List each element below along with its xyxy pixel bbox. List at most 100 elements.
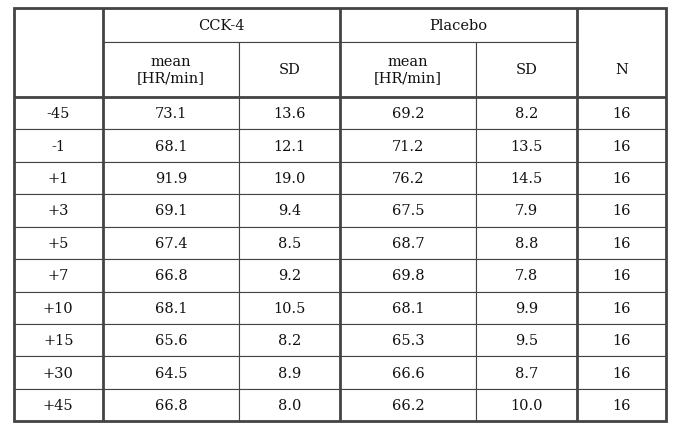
Text: Placebo: Placebo xyxy=(430,19,488,33)
Text: 9.2: 9.2 xyxy=(278,269,301,283)
Bar xyxy=(577,130,666,163)
Text: 16: 16 xyxy=(613,366,631,380)
Bar xyxy=(340,227,476,260)
Text: 68.1: 68.1 xyxy=(155,139,187,153)
Text: CCK-4: CCK-4 xyxy=(199,19,245,33)
Bar xyxy=(577,292,666,324)
Bar xyxy=(14,324,103,356)
Bar xyxy=(577,163,666,195)
Bar xyxy=(239,389,340,421)
Text: 67.5: 67.5 xyxy=(392,204,424,218)
Bar xyxy=(476,130,577,163)
Bar xyxy=(103,389,239,421)
Text: 69.2: 69.2 xyxy=(392,107,424,121)
Bar xyxy=(476,260,577,292)
Text: 69.1: 69.1 xyxy=(155,204,187,218)
Bar xyxy=(103,43,239,98)
Bar xyxy=(577,389,666,421)
Bar xyxy=(577,260,666,292)
Bar xyxy=(14,130,103,163)
Bar xyxy=(103,98,239,130)
Bar xyxy=(14,356,103,389)
Bar xyxy=(239,130,340,163)
Text: +7: +7 xyxy=(48,269,69,283)
Text: 16: 16 xyxy=(613,269,631,283)
Text: 8.5: 8.5 xyxy=(278,237,301,250)
Bar xyxy=(476,292,577,324)
Text: 8.9: 8.9 xyxy=(278,366,301,380)
Text: 65.6: 65.6 xyxy=(154,334,187,347)
Bar xyxy=(239,195,340,227)
Bar xyxy=(14,227,103,260)
Bar xyxy=(14,389,103,421)
Text: 8.2: 8.2 xyxy=(515,107,538,121)
Text: 64.5: 64.5 xyxy=(155,366,187,380)
Text: 14.5: 14.5 xyxy=(511,172,543,186)
Text: +45: +45 xyxy=(43,398,73,412)
Text: 10.5: 10.5 xyxy=(273,301,306,315)
Text: SD: SD xyxy=(515,63,537,77)
Text: 68.1: 68.1 xyxy=(155,301,187,315)
Bar xyxy=(340,195,476,227)
Text: +15: +15 xyxy=(43,334,73,347)
Text: 68.7: 68.7 xyxy=(392,237,424,250)
Bar xyxy=(14,195,103,227)
Text: SD: SD xyxy=(279,63,301,77)
Text: 10.0: 10.0 xyxy=(510,398,543,412)
Bar xyxy=(476,98,577,130)
Bar xyxy=(103,324,239,356)
Text: 13.6: 13.6 xyxy=(273,107,306,121)
Text: 8.2: 8.2 xyxy=(278,334,301,347)
Bar xyxy=(340,130,476,163)
Text: 66.6: 66.6 xyxy=(392,366,424,380)
Text: 91.9: 91.9 xyxy=(155,172,187,186)
Text: 67.4: 67.4 xyxy=(155,237,187,250)
Text: 16: 16 xyxy=(613,139,631,153)
Text: +30: +30 xyxy=(43,366,73,380)
Text: +3: +3 xyxy=(48,204,69,218)
Bar xyxy=(14,163,103,195)
Bar xyxy=(476,195,577,227)
Text: 9.4: 9.4 xyxy=(278,204,301,218)
Bar xyxy=(14,9,103,98)
Text: 7.9: 7.9 xyxy=(515,204,538,218)
Text: N: N xyxy=(615,63,628,77)
Bar xyxy=(14,98,103,130)
Bar xyxy=(340,9,577,43)
Bar xyxy=(103,163,239,195)
Bar xyxy=(340,43,476,98)
Bar xyxy=(103,9,340,43)
Bar xyxy=(239,227,340,260)
Bar xyxy=(103,130,239,163)
Bar xyxy=(103,356,239,389)
Bar xyxy=(476,163,577,195)
Text: 16: 16 xyxy=(613,107,631,121)
Bar xyxy=(239,260,340,292)
Bar xyxy=(577,227,666,260)
Text: +10: +10 xyxy=(43,301,73,315)
Text: 8.8: 8.8 xyxy=(515,237,538,250)
Bar xyxy=(476,389,577,421)
Text: 19.0: 19.0 xyxy=(273,172,306,186)
Bar xyxy=(103,195,239,227)
Bar xyxy=(239,292,340,324)
Bar xyxy=(239,324,340,356)
Text: 69.8: 69.8 xyxy=(392,269,424,283)
Bar xyxy=(103,227,239,260)
Text: 16: 16 xyxy=(613,204,631,218)
Bar xyxy=(103,292,239,324)
Bar xyxy=(476,324,577,356)
Text: mean
[HR/min]: mean [HR/min] xyxy=(137,55,205,85)
Text: 71.2: 71.2 xyxy=(392,139,424,153)
Bar xyxy=(577,9,666,98)
Bar xyxy=(239,163,340,195)
Text: 8.7: 8.7 xyxy=(515,366,538,380)
Text: +1: +1 xyxy=(48,172,69,186)
Bar xyxy=(476,227,577,260)
Bar xyxy=(103,260,239,292)
Bar xyxy=(476,356,577,389)
Text: 66.8: 66.8 xyxy=(154,269,188,283)
Bar xyxy=(239,43,340,98)
Bar xyxy=(239,356,340,389)
Text: 13.5: 13.5 xyxy=(510,139,543,153)
